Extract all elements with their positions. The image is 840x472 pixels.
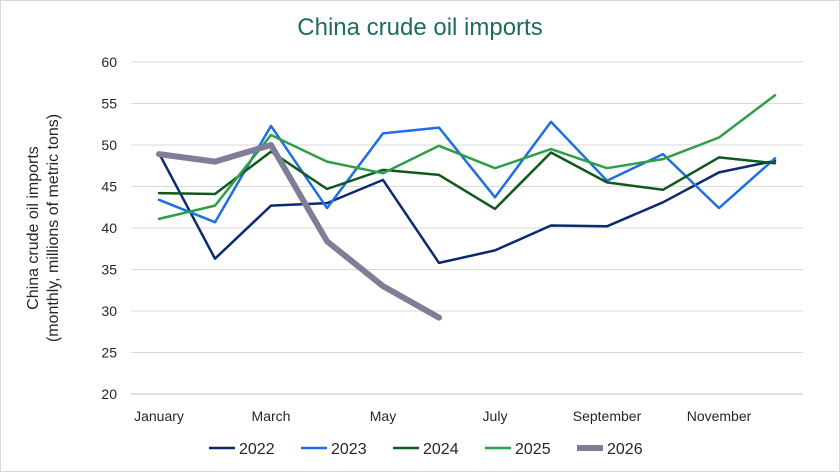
- legend-label: 2024: [423, 441, 459, 458]
- x-tick-label: May: [370, 408, 396, 424]
- y-tick-label: 45: [101, 179, 117, 195]
- x-tick-label: March: [252, 408, 291, 424]
- y-axis-label: China crude oil imports: [25, 146, 42, 310]
- series-line-2024: [157, 150, 777, 211]
- x-tick-label: November: [687, 408, 752, 424]
- legend-label: 2026: [607, 441, 643, 458]
- y-tick-label: 40: [101, 220, 117, 236]
- legend-label: 2025: [515, 441, 551, 458]
- y-tick-label: 30: [101, 303, 117, 319]
- gridlines: [131, 61, 803, 395]
- x-tick-label: September: [573, 408, 642, 424]
- y-axis-title: China crude oil imports (monthly, million…: [25, 114, 62, 342]
- series-line-2023: [157, 120, 777, 224]
- y-axis-label: (monthly, millions of metric tons): [45, 114, 62, 342]
- series-line-2022: [157, 152, 777, 265]
- y-tick-label: 20: [101, 386, 117, 402]
- chart-title: China crude oil imports: [297, 14, 542, 41]
- y-tick-label: 35: [101, 262, 117, 278]
- series-lines: [156, 93, 777, 321]
- series-line-2026: [156, 142, 442, 321]
- legend-label: 2022: [239, 441, 275, 458]
- x-tick-label: July: [483, 408, 508, 424]
- y-tick-label: 50: [101, 137, 117, 153]
- axes: 20 25 30 35 40 45 50 55 60 January March May July Sep…: [101, 54, 751, 424]
- legend: 2022 2023 2024 2025 2026: [209, 441, 643, 458]
- series-line-2025: [157, 93, 777, 221]
- x-tick-label: January: [134, 408, 184, 424]
- y-tick-label: 25: [101, 345, 117, 361]
- y-tick-label: 60: [101, 54, 117, 70]
- legend-label: 2023: [331, 441, 367, 458]
- y-tick-label: 55: [101, 96, 117, 112]
